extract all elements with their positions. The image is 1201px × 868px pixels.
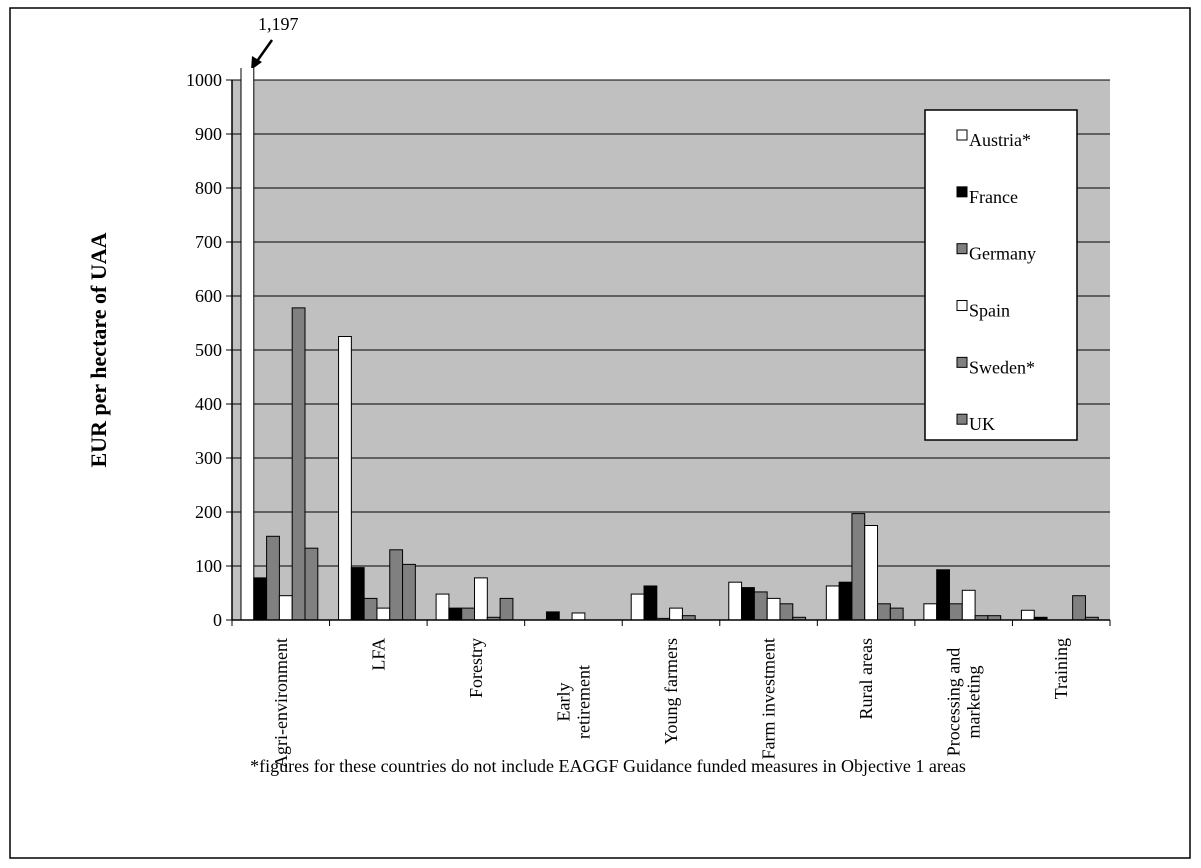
bar: [643, 585, 658, 621]
annotation: 1,197: [258, 14, 299, 34]
bar: [838, 581, 853, 621]
legend-swatch: [956, 300, 968, 312]
legend-label: Spain: [969, 301, 1010, 321]
y-tick-label: 400: [195, 394, 222, 414]
x-tick-label: Farm investment: [759, 638, 779, 759]
bar: [402, 563, 416, 621]
bar: [461, 607, 476, 621]
bar: [278, 595, 293, 621]
legend-label: Sweden*: [969, 357, 1035, 377]
bar: [669, 607, 683, 621]
bar: [1072, 595, 1086, 621]
bar: [936, 569, 950, 621]
y-tick-label: 200: [195, 502, 222, 522]
bar: [266, 535, 280, 621]
legend-swatch: [956, 129, 968, 141]
legend-label: France: [969, 187, 1018, 207]
bar: [741, 587, 755, 621]
bar: [350, 567, 365, 621]
x-tick-label: Training: [1051, 638, 1071, 699]
bar: [889, 607, 904, 621]
bar: [864, 525, 879, 621]
y-tick-label: 600: [195, 286, 222, 306]
legend-label: Austria*: [969, 130, 1031, 150]
bar: [240, 68, 255, 621]
x-tick-label: Agri-environment: [271, 638, 291, 768]
legend-swatch: [956, 356, 968, 368]
x-tick-label: Forestry: [466, 638, 486, 698]
bar: [728, 581, 743, 621]
bar: [948, 603, 963, 621]
y-tick-label: 0: [213, 610, 222, 630]
x-tick-label: LFA: [368, 638, 388, 671]
legend-label: Germany: [969, 244, 1036, 264]
y-tick-label: 700: [195, 232, 222, 252]
legend-swatch: [956, 243, 968, 255]
bar: [338, 336, 352, 621]
bar: [435, 593, 450, 621]
x-tick-label: Processing andmarketing: [944, 648, 984, 756]
legend-label: UK: [969, 414, 995, 434]
bar: [766, 597, 781, 621]
bar: [253, 577, 268, 621]
bar: [630, 593, 645, 621]
y-tick-label: 1000: [186, 70, 222, 90]
bar: [961, 589, 976, 621]
bar: [571, 612, 586, 621]
bar: [499, 597, 514, 621]
bar: [363, 597, 378, 621]
legend-swatch: [956, 413, 968, 425]
y-tick-label: 100: [195, 556, 222, 576]
y-tick-label: 500: [195, 340, 222, 360]
bar: [753, 591, 768, 621]
legend-swatch: [956, 186, 968, 198]
y-axis-label: EUR per hectare of UAA: [86, 232, 111, 467]
bar: [376, 607, 391, 621]
bar: [389, 549, 404, 621]
bar: [1020, 609, 1035, 621]
bar: [448, 607, 463, 621]
bar: [877, 603, 891, 621]
bar: [779, 603, 794, 621]
footnote: *figures for these countries do not incl…: [250, 756, 966, 776]
bar: [923, 603, 938, 621]
bar: [545, 611, 560, 621]
y-tick-label: 800: [195, 178, 222, 198]
arrow-head: [251, 56, 262, 70]
bar: [291, 307, 306, 621]
bar: [474, 577, 488, 621]
bar: [825, 585, 840, 621]
x-tick-label: Rural areas: [856, 638, 876, 719]
y-tick-label: 900: [195, 124, 222, 144]
legend: [924, 109, 1078, 441]
y-tick-label: 300: [195, 448, 222, 468]
bar: [851, 513, 866, 621]
x-tick-label: Earlyretirement: [553, 665, 593, 739]
x-tick-label: Young farmers: [661, 638, 681, 745]
bar: [304, 547, 319, 621]
